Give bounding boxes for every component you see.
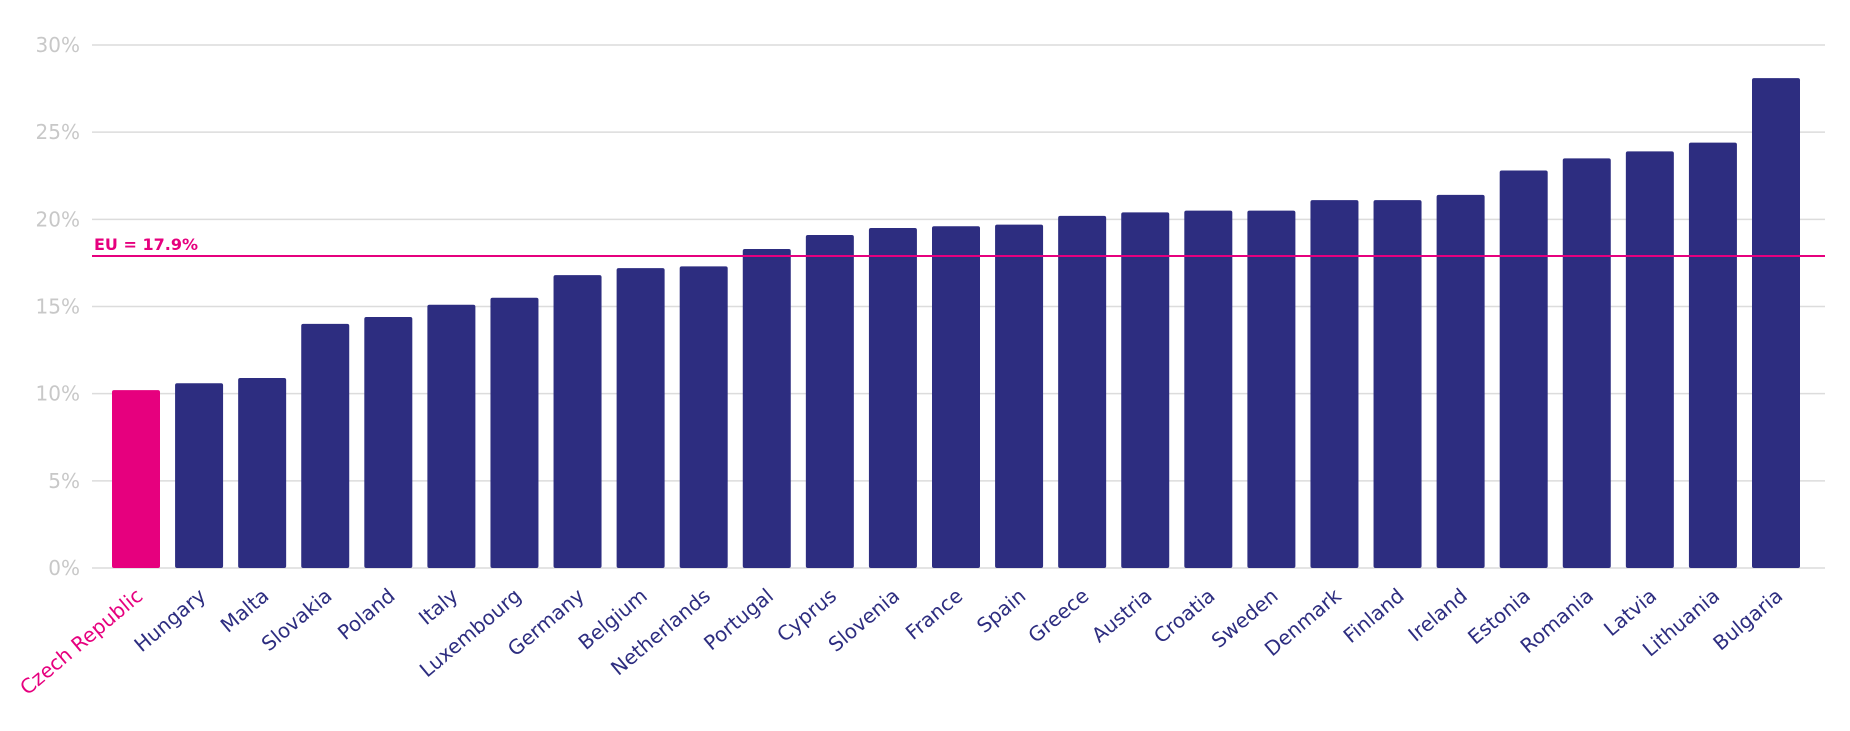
- bar: [1058, 215, 1107, 568]
- x-tick-label: Hungary: [129, 583, 210, 656]
- bar: [301, 323, 350, 568]
- bar: [175, 383, 224, 568]
- bar: [1310, 200, 1359, 568]
- bar: [1121, 212, 1170, 569]
- y-tick-label: 25%: [36, 120, 80, 144]
- bar: [1688, 142, 1737, 569]
- x-tick-label: Slovakia: [257, 583, 337, 655]
- bar: [1373, 200, 1422, 568]
- y-tick-label: 15%: [36, 295, 80, 319]
- y-tick-label: 0%: [48, 556, 80, 580]
- bar: [805, 235, 854, 569]
- y-tick-label: 10%: [36, 382, 80, 406]
- bar: [616, 268, 665, 568]
- x-tick-label: France: [901, 583, 967, 644]
- bar: [1562, 158, 1611, 569]
- bar: [995, 224, 1044, 568]
- y-tick-label: 5%: [48, 469, 80, 493]
- x-tick-label: Ireland: [1403, 583, 1471, 646]
- bar: [1499, 170, 1548, 568]
- x-tick-label: Slovenia: [824, 583, 905, 656]
- bar: [679, 266, 728, 568]
- x-tick-label: Czech Republic: [15, 583, 147, 699]
- bar: [1247, 210, 1296, 568]
- bar: [742, 248, 791, 568]
- bar: [1184, 210, 1233, 568]
- eu-average-reference: EU = 17.9%: [92, 235, 1825, 257]
- bar: [427, 304, 476, 568]
- bar: [238, 377, 287, 568]
- bar: [364, 316, 413, 568]
- x-tick-label: Italy: [414, 583, 463, 629]
- x-tick-label: Bulgaria: [1708, 583, 1787, 655]
- y-tick-label: 30%: [36, 33, 80, 57]
- x-tick-label: Spain: [972, 583, 1030, 637]
- bar: [868, 228, 917, 569]
- x-tick-label: Malta: [216, 583, 274, 637]
- bar: [112, 390, 160, 568]
- bar: [1625, 151, 1674, 569]
- bar: [932, 226, 980, 568]
- x-tick-label: Finland: [1339, 583, 1409, 647]
- bar: [553, 275, 602, 568]
- x-tick-label: Austria: [1087, 583, 1157, 647]
- y-tick-label: 20%: [36, 207, 80, 231]
- bars: [112, 78, 1800, 569]
- bar: [1436, 194, 1485, 568]
- bar: [1752, 78, 1800, 568]
- reference-line-label: EU = 17.9%: [94, 235, 198, 254]
- x-tick-label: Greece: [1023, 583, 1093, 647]
- x-tick-label: Poland: [333, 583, 400, 644]
- bar: [490, 297, 539, 568]
- x-tick-label: Portugal: [699, 583, 778, 655]
